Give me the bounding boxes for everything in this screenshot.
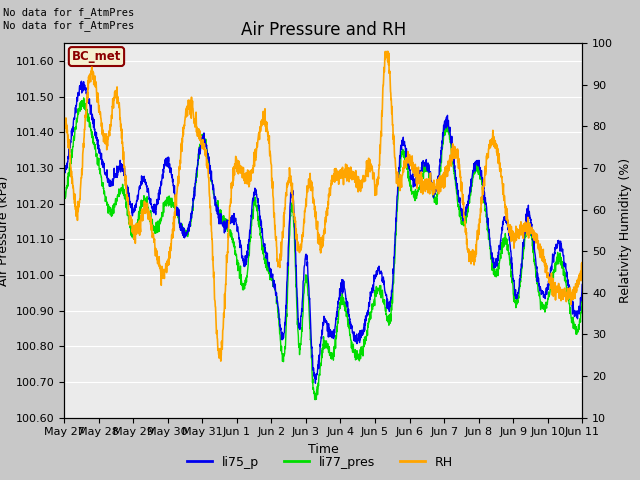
Y-axis label: Air Pressure (kPa): Air Pressure (kPa) <box>0 175 10 286</box>
Text: BC_met: BC_met <box>72 50 121 63</box>
Text: No data for f_AtmPres
No data for f_AtmPres: No data for f_AtmPres No data for f_AtmP… <box>3 7 134 31</box>
Title: Air Pressure and RH: Air Pressure and RH <box>241 21 406 39</box>
X-axis label: Time: Time <box>308 443 339 456</box>
Legend: li75_p, li77_pres, RH: li75_p, li77_pres, RH <box>182 451 458 474</box>
Y-axis label: Relativity Humidity (%): Relativity Humidity (%) <box>619 158 632 303</box>
